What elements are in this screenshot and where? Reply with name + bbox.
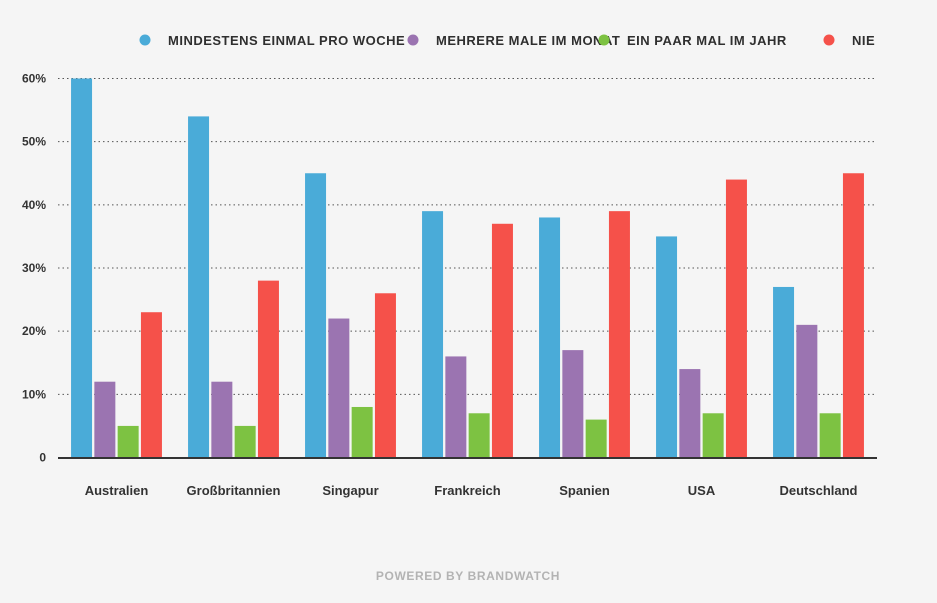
x-tick-label-frankreich: Frankreich: [434, 483, 501, 498]
bar-group-australien: [71, 78, 162, 458]
y-tick-label-20: 20%: [22, 324, 46, 338]
powered-by-footer: POWERED BY BRANDWATCH: [376, 569, 560, 583]
x-axis-ticks: Australien Großbritannien Singapur Frankrei…: [85, 483, 858, 498]
chart-gridlines: [58, 78, 877, 395]
legend-marker-mindestens-einmal-pro-woche: [139, 34, 151, 46]
x-tick-label-spanien: Spanien: [559, 483, 610, 498]
y-tick-label-30: 30%: [22, 261, 46, 275]
legend-item-mehrere-male-im-monat: MEHRERE MALE IM MONAT: [407, 33, 620, 48]
bar-frankreich-ein-paar-mal-im-jahr: [468, 413, 490, 458]
bar-frankreich-mindestens-einmal-pro-woche: [422, 211, 444, 458]
bar-australien-mehrere-male-im-monat: [94, 381, 116, 458]
x-tick-label-singapur: Singapur: [322, 483, 378, 498]
bar-usa-mindestens-einmal-pro-woche: [656, 236, 678, 458]
bar-group-usa: [656, 179, 747, 458]
legend-label-mehrere-male-im-monat: MEHRERE MALE IM MONAT: [436, 33, 620, 48]
bar-deutschland-mindestens-einmal-pro-woche: [773, 286, 795, 458]
x-tick-label-australien: Australien: [85, 483, 149, 498]
bar-frankreich-nie: [491, 223, 513, 458]
legend-label-mindestens-einmal-pro-woche: MINDESTENS EINMAL PRO WOCHE: [168, 33, 405, 48]
y-tick-label-40: 40%: [22, 198, 46, 212]
bar-group-grossbritannien: [188, 116, 279, 458]
bar-australien-ein-paar-mal-im-jahr: [117, 425, 139, 458]
bar-singapur-nie: [374, 293, 396, 458]
bar-group-deutschland: [773, 173, 864, 458]
bar-group-singapur: [305, 173, 396, 458]
bar-grossbritannien-mehrere-male-im-monat: [211, 381, 233, 458]
chart-bars: [71, 78, 864, 458]
bar-singapur-mindestens-einmal-pro-woche: [305, 173, 327, 458]
legend-marker-ein-paar-mal-im-jahr: [598, 34, 610, 46]
bar-group-frankreich: [422, 211, 513, 458]
bar-singapur-mehrere-male-im-monat: [328, 318, 350, 458]
bar-australien-mindestens-einmal-pro-woche: [71, 78, 93, 458]
y-tick-label-60: 60%: [22, 72, 46, 86]
y-tick-label-0: 0: [39, 451, 46, 465]
bar-frankreich-mehrere-male-im-monat: [445, 356, 467, 458]
bar-deutschland-ein-paar-mal-im-jahr: [819, 413, 841, 458]
bar-deutschland-nie: [842, 173, 864, 458]
y-tick-label-50: 50%: [22, 135, 46, 149]
bar-spanien-ein-paar-mal-im-jahr: [585, 419, 607, 458]
bar-spanien-mindestens-einmal-pro-woche: [539, 217, 561, 458]
bar-australien-nie: [140, 312, 162, 458]
legend-marker-mehrere-male-im-monat: [407, 34, 419, 46]
bar-group-spanien: [539, 211, 630, 458]
bar-grossbritannien-mindestens-einmal-pro-woche: [188, 116, 210, 458]
legend-label-nie: NIE: [852, 33, 875, 48]
legend-marker-nie: [823, 34, 835, 46]
bar-singapur-ein-paar-mal-im-jahr: [351, 406, 373, 458]
bar-usa-mehrere-male-im-monat: [679, 369, 701, 458]
y-tick-label-10: 10%: [22, 387, 46, 401]
x-tick-label-usa: USA: [688, 483, 716, 498]
legend-item-ein-paar-mal-im-jahr: EIN PAAR MAL IM JAHR: [598, 33, 787, 48]
bar-grossbritannien-ein-paar-mal-im-jahr: [234, 425, 256, 458]
chart-legend: MINDESTENS EINMAL PRO WOCHE MEHRERE MALE …: [139, 33, 875, 48]
x-tick-label-grossbritannien: Großbritannien: [187, 483, 281, 498]
legend-item-nie: NIE: [823, 33, 875, 48]
bar-spanien-nie: [608, 211, 630, 458]
bar-usa-ein-paar-mal-im-jahr: [702, 413, 724, 458]
bar-grossbritannien-nie: [257, 280, 279, 458]
y-axis-ticks: 0 10% 20% 30% 40% 50% 60%: [22, 72, 46, 465]
legend-label-ein-paar-mal-im-jahr: EIN PAAR MAL IM JAHR: [627, 33, 787, 48]
bar-deutschland-mehrere-male-im-monat: [796, 324, 818, 458]
x-tick-label-deutschland: Deutschland: [779, 483, 857, 498]
legend-item-mindestens-einmal-pro-woche: MINDESTENS EINMAL PRO WOCHE: [139, 33, 405, 48]
bar-spanien-mehrere-male-im-monat: [562, 350, 584, 458]
bar-usa-nie: [725, 179, 747, 458]
